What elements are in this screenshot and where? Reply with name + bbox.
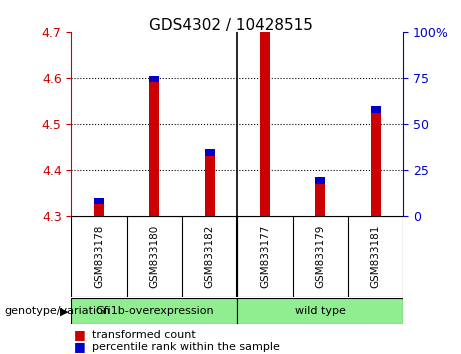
Text: GSM833182: GSM833182 — [205, 225, 215, 289]
Text: transformed count: transformed count — [92, 330, 196, 339]
Text: GDS4302 / 10428515: GDS4302 / 10428515 — [148, 18, 313, 33]
Text: GSM833177: GSM833177 — [260, 225, 270, 289]
Text: wild type: wild type — [295, 306, 346, 316]
Bar — [315, 184, 325, 216]
Text: ▶: ▶ — [60, 306, 68, 316]
Bar — [94, 198, 104, 204]
Text: ■: ■ — [74, 341, 85, 353]
Bar — [260, 25, 270, 32]
Bar — [149, 82, 160, 216]
Bar — [71, 298, 237, 324]
Bar — [149, 75, 160, 82]
Bar — [371, 107, 381, 113]
Text: genotype/variation: genotype/variation — [5, 306, 111, 316]
Text: GSM833180: GSM833180 — [149, 225, 160, 288]
Text: GSM833181: GSM833181 — [371, 225, 381, 289]
Bar — [94, 204, 104, 216]
Text: percentile rank within the sample: percentile rank within the sample — [92, 342, 280, 352]
Bar — [237, 298, 403, 324]
Bar — [371, 113, 381, 216]
Text: GSM833179: GSM833179 — [315, 225, 325, 289]
Bar — [315, 177, 325, 184]
Text: GSM833178: GSM833178 — [94, 225, 104, 289]
Bar — [205, 149, 215, 156]
Text: ■: ■ — [74, 328, 85, 341]
Bar — [205, 156, 215, 216]
Text: Gfi1b-overexpression: Gfi1b-overexpression — [95, 306, 214, 316]
Bar — [260, 32, 270, 216]
